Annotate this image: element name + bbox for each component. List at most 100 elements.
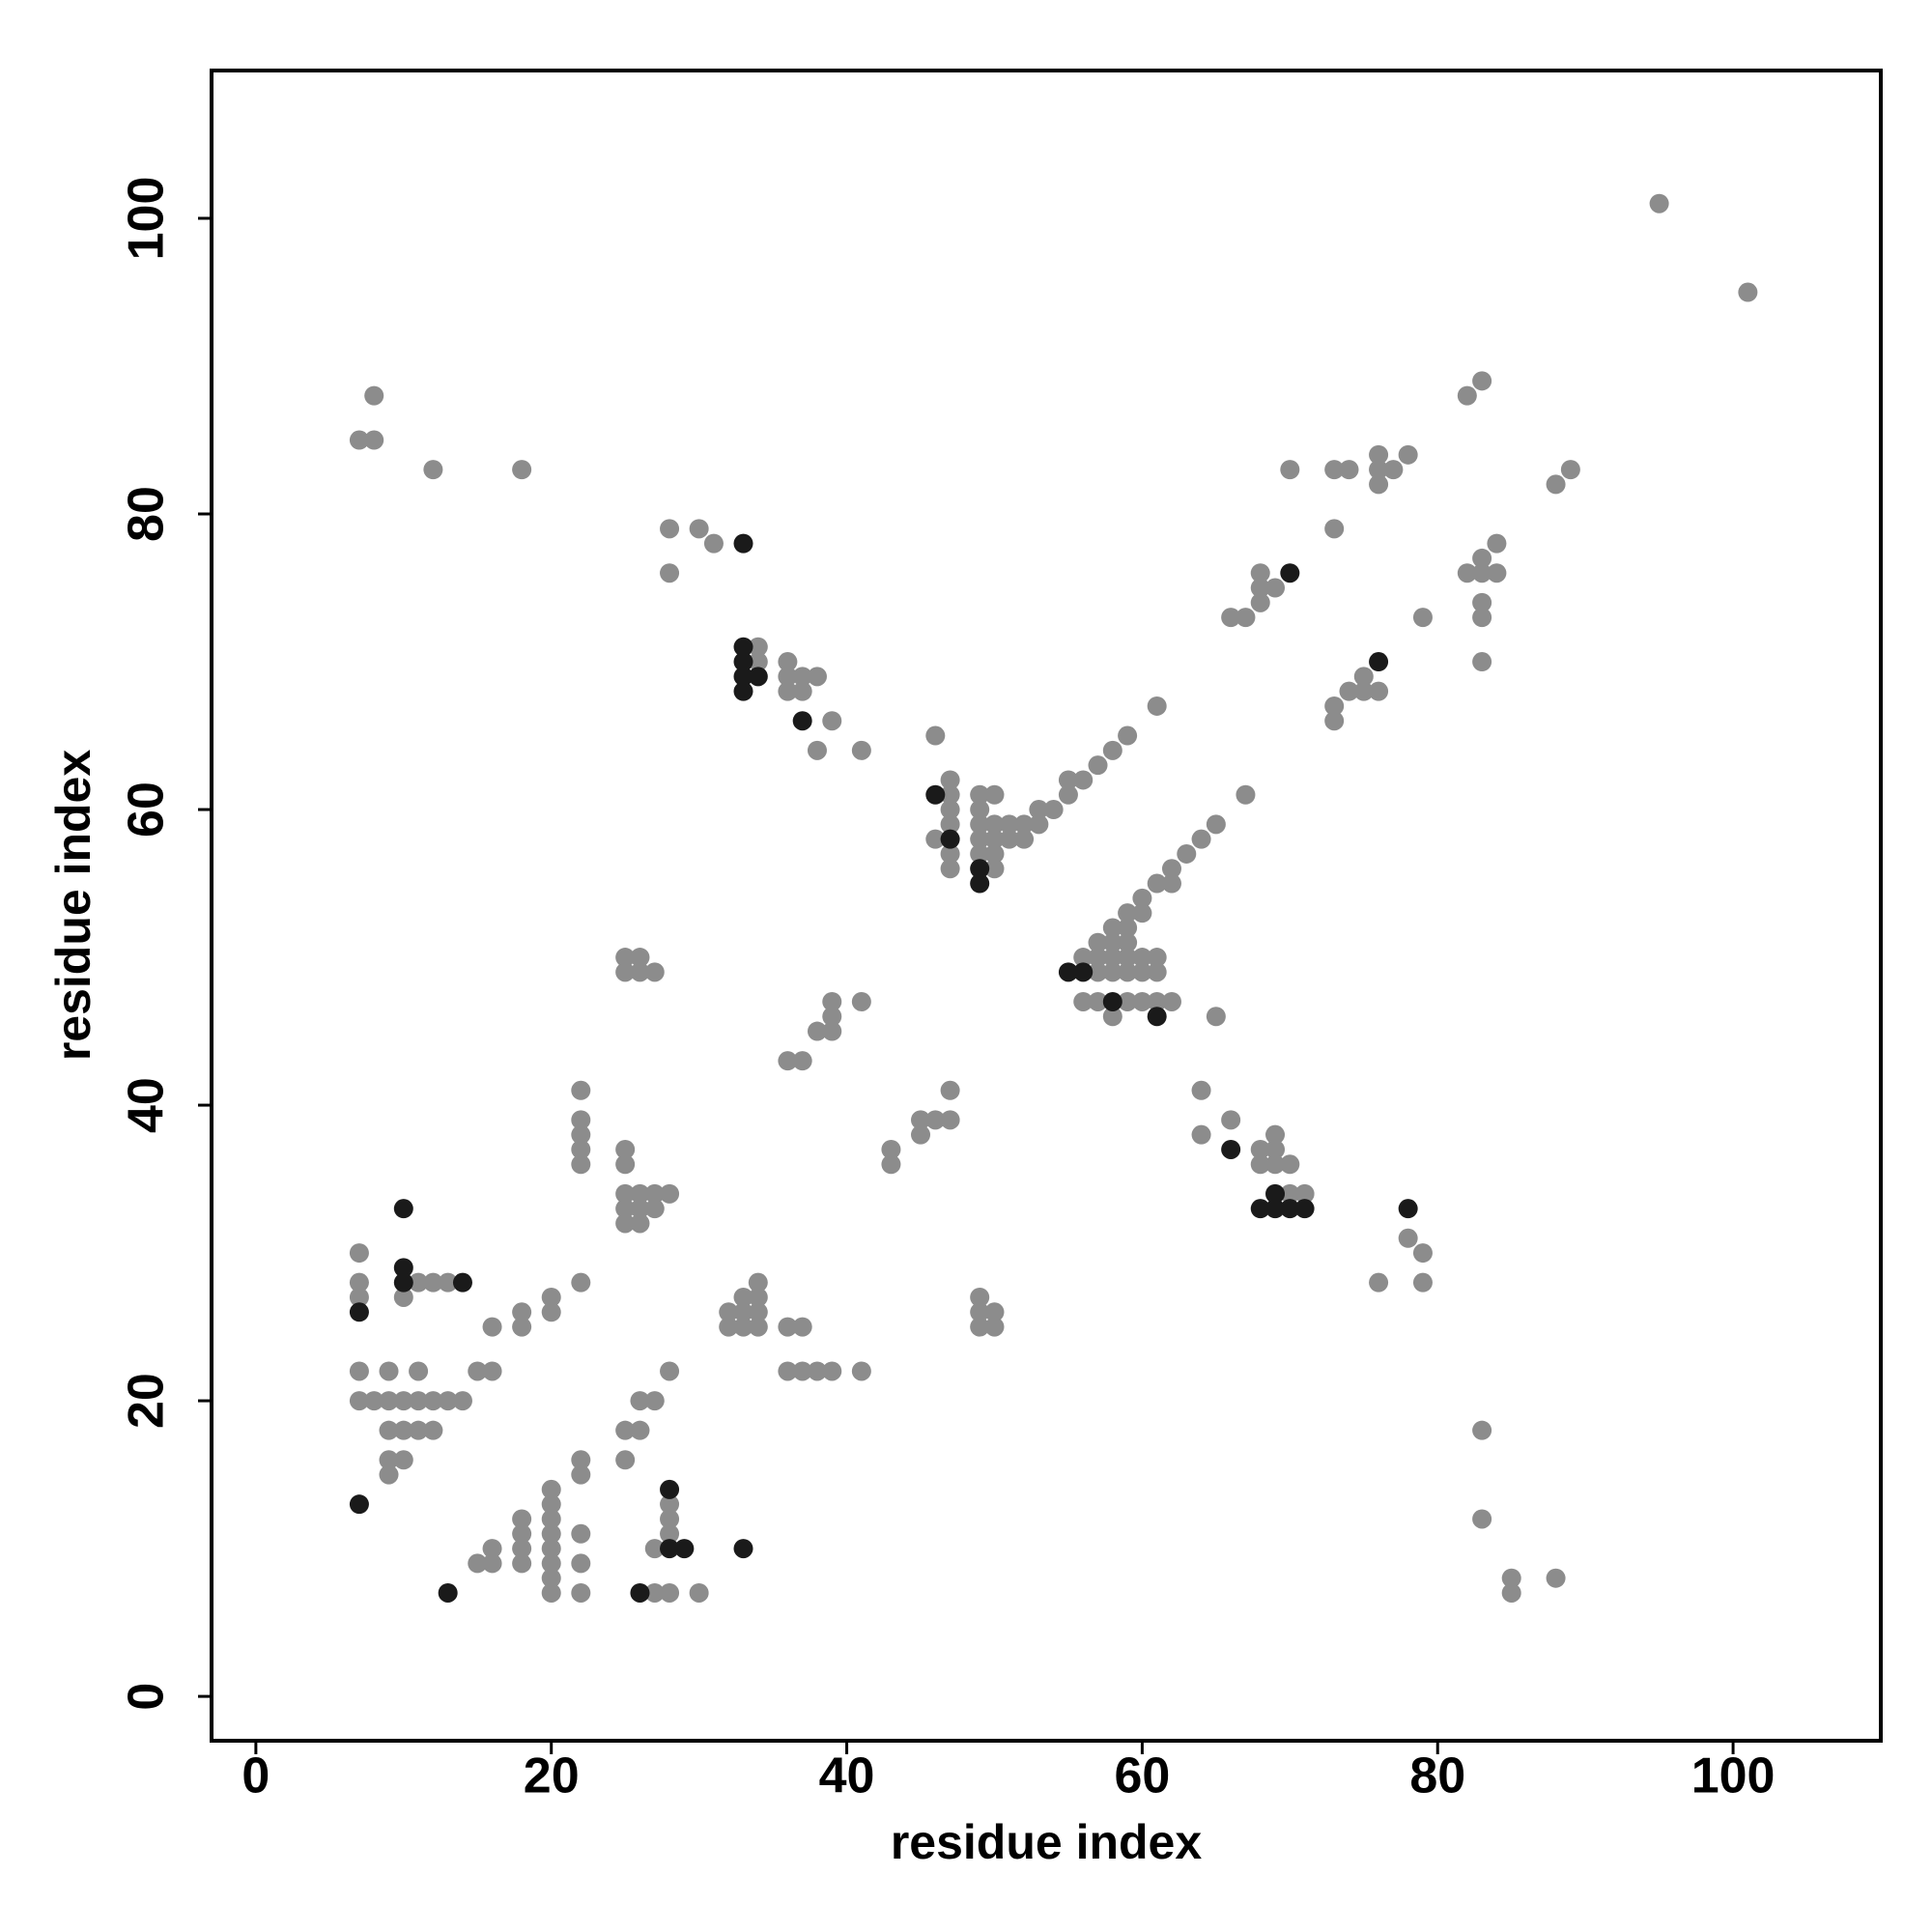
- point: [660, 1361, 680, 1381]
- point: [571, 1450, 591, 1470]
- point: [1369, 681, 1389, 701]
- point: [792, 1051, 812, 1071]
- point: [1221, 1139, 1241, 1159]
- point: [541, 1523, 561, 1544]
- point: [970, 829, 990, 849]
- point: [423, 460, 443, 480]
- point: [748, 1287, 768, 1307]
- point: [1191, 829, 1211, 849]
- point: [349, 1243, 369, 1264]
- point: [1088, 755, 1108, 776]
- point: [851, 991, 871, 1011]
- point: [984, 843, 1005, 864]
- x-tick-label: 0: [242, 1748, 270, 1804]
- point: [792, 667, 812, 687]
- point: [1236, 784, 1256, 805]
- point: [1102, 948, 1122, 968]
- point: [1147, 696, 1167, 716]
- point: [984, 829, 1005, 849]
- point: [541, 1553, 561, 1574]
- point: [1102, 918, 1122, 938]
- point: [1102, 962, 1122, 982]
- point: [940, 843, 960, 864]
- point: [571, 1154, 591, 1175]
- x-tick-label: 40: [819, 1748, 875, 1804]
- point: [660, 563, 680, 583]
- point: [1649, 193, 1669, 213]
- point: [1412, 1272, 1433, 1293]
- point: [1073, 962, 1094, 982]
- point: [571, 1272, 591, 1293]
- point: [984, 784, 1005, 805]
- point: [1265, 578, 1286, 598]
- point: [1250, 1199, 1270, 1219]
- point: [1206, 1007, 1226, 1027]
- point: [1147, 991, 1167, 1011]
- plot-frame: [210, 69, 1883, 1743]
- point: [541, 1509, 561, 1529]
- point: [660, 519, 680, 539]
- point: [778, 652, 798, 672]
- point: [940, 859, 960, 879]
- point: [1147, 962, 1167, 982]
- point: [512, 1553, 532, 1574]
- point: [1102, 991, 1122, 1011]
- point: [925, 829, 946, 849]
- point: [1265, 1199, 1286, 1219]
- point: [1472, 1420, 1492, 1440]
- point: [1369, 474, 1389, 495]
- point: [970, 843, 990, 864]
- point: [1088, 962, 1108, 982]
- point: [778, 667, 798, 687]
- point: [940, 1080, 960, 1100]
- point: [1487, 533, 1507, 554]
- point: [748, 637, 768, 657]
- point: [349, 1302, 369, 1322]
- point: [674, 1539, 695, 1559]
- point: [571, 1139, 591, 1159]
- point: [393, 1199, 413, 1219]
- point: [630, 1213, 650, 1234]
- point: [1102, 1007, 1122, 1027]
- point: [940, 800, 960, 820]
- point: [1472, 652, 1492, 672]
- point: [970, 859, 990, 879]
- point: [660, 1509, 680, 1529]
- point: [1324, 460, 1345, 480]
- y-tick-label: 60: [119, 781, 175, 838]
- point: [630, 1183, 650, 1204]
- point: [778, 1051, 798, 1071]
- point: [822, 1361, 842, 1381]
- point: [1457, 563, 1477, 583]
- point: [1501, 1582, 1521, 1603]
- point: [822, 711, 842, 731]
- point: [660, 1539, 680, 1559]
- point: [999, 829, 1019, 849]
- point: [1058, 962, 1078, 982]
- point: [748, 1317, 768, 1337]
- point: [851, 740, 871, 760]
- point: [881, 1154, 901, 1175]
- point: [379, 1391, 399, 1411]
- point: [1058, 784, 1078, 805]
- point: [660, 1183, 680, 1204]
- point: [1147, 1007, 1167, 1027]
- point: [1118, 932, 1138, 952]
- point: [349, 1494, 369, 1515]
- point: [541, 1287, 561, 1307]
- point: [541, 1302, 561, 1322]
- point: [1221, 1110, 1241, 1130]
- point: [615, 1154, 636, 1175]
- point: [512, 1302, 532, 1322]
- point: [822, 1021, 842, 1041]
- x-tick-label: 60: [1114, 1748, 1170, 1804]
- point: [571, 1553, 591, 1574]
- point: [644, 1199, 665, 1219]
- point: [1132, 962, 1152, 982]
- point: [1191, 1080, 1211, 1100]
- point: [1280, 1154, 1300, 1175]
- point: [984, 814, 1005, 835]
- point: [615, 948, 636, 968]
- point: [1369, 1272, 1389, 1293]
- point: [1398, 1228, 1418, 1248]
